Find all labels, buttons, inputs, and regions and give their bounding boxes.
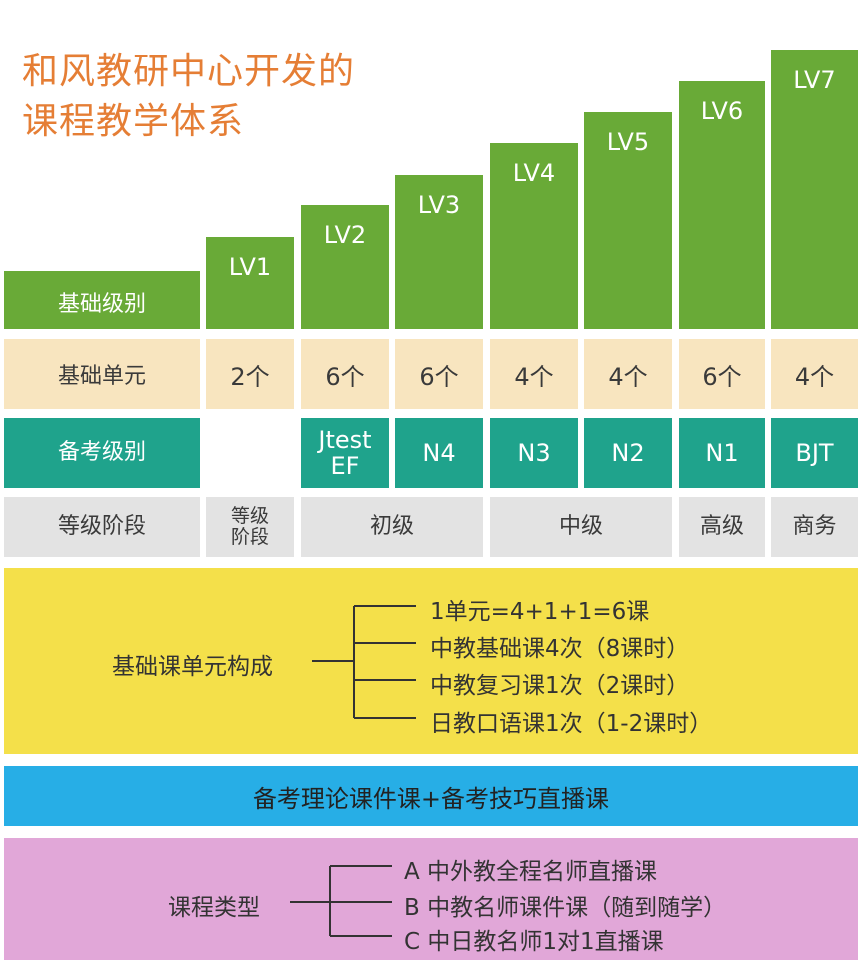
stage-intermediate: 中级 — [490, 497, 672, 557]
title-line-1: 和风教研中心开发的 — [22, 51, 356, 92]
units-value-lv3: 6个 — [395, 339, 483, 409]
units-value-lv6: 6个 — [679, 339, 765, 409]
exam-value-lv5: N2 — [584, 418, 672, 488]
level-bar-lv1: LV1 — [206, 237, 294, 329]
course-type-item: B 中教名师课件课（随到随学） — [404, 895, 727, 921]
levels-header-label: 基础级别 — [57, 292, 146, 317]
stage-label: 等级阶段 — [4, 497, 200, 557]
exam-prep-banner: 备考理论课件课+备考技巧直播课 — [4, 766, 858, 826]
level-bar-lv4: LV4 — [490, 143, 578, 329]
unit-composition-item: 中教基础课4次（8课时） — [430, 636, 690, 662]
level-bar-lv2: LV2 — [301, 205, 389, 329]
level-label: LV2 — [323, 221, 367, 249]
exam-value-lv3: N4 — [395, 418, 483, 488]
level-label: LV1 — [228, 253, 272, 281]
stage-business: 商务 — [771, 497, 858, 557]
units-label: 基础单元 — [4, 339, 200, 409]
level-label: LV6 — [700, 97, 744, 125]
course-types-panel: 课程类型 A 中外教全程名师直播课 B 中教名师课件课（随到随学） C 中日教名… — [4, 838, 858, 960]
exam-value-lv2-text: Jtest EF — [318, 426, 372, 480]
units-value-lv4: 4个 — [490, 339, 578, 409]
levels-header: 基础级别 — [4, 271, 200, 329]
level-label: LV5 — [606, 128, 650, 156]
stage-beginner: 初级 — [301, 497, 483, 557]
course-type-item: A 中外教全程名师直播课 — [404, 859, 658, 885]
units-value-lv5: 4个 — [584, 339, 672, 409]
title-line-2: 课程教学体系 — [22, 101, 245, 142]
level-bar-lv5: LV5 — [584, 112, 672, 329]
unit-composition-label: 基础课单元构成 — [112, 654, 273, 680]
unit-composition-item: 中教复习课1次（2课时） — [430, 673, 690, 699]
units-value-lv1: 2个 — [206, 339, 294, 409]
level-label: LV3 — [417, 191, 461, 219]
exam-value-lv4: N3 — [490, 418, 578, 488]
level-bar-lv6: LV6 — [679, 81, 765, 329]
units-value-lv2: 6个 — [301, 339, 389, 409]
stage-lv1-text: 等级 阶段 — [230, 505, 269, 548]
unit-composition-item: 日教口语课1次（1-2课时） — [430, 711, 713, 737]
level-bar-lv7: LV7 — [771, 50, 858, 329]
unit-composition-item: 1单元=4+1+1=6课 — [430, 599, 650, 625]
unit-composition-panel: 基础课单元构成 1单元=4+1+1=6课 中教基础课4次（8课时） 中教复习课1… — [4, 568, 858, 754]
level-label: LV4 — [512, 159, 556, 187]
stage-lv1: 等级 阶段 — [206, 497, 294, 557]
exam-value-lv7: BJT — [771, 418, 858, 488]
bracket-connector — [290, 865, 392, 937]
stage-advanced: 高级 — [679, 497, 765, 557]
course-type-item: C 中日教名师1对1直播课 — [404, 929, 664, 955]
bracket-connector — [312, 605, 416, 719]
exam-label: 备考级别 — [4, 418, 200, 488]
exam-value-lv6: N1 — [679, 418, 765, 488]
units-value-lv7: 4个 — [771, 339, 858, 409]
level-bar-lv3: LV3 — [395, 175, 483, 329]
exam-value-lv2: Jtest EF — [301, 418, 389, 488]
course-types-label: 课程类型 — [168, 895, 260, 921]
level-label: LV7 — [793, 66, 836, 94]
